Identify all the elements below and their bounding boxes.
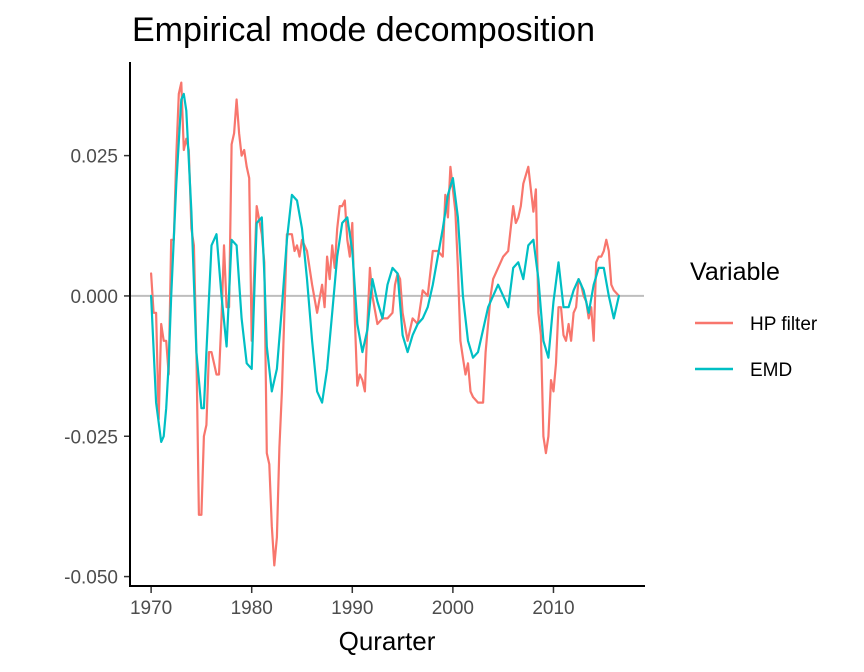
y-tick-label: 0.000 xyxy=(70,287,118,308)
series-line-hp-filter xyxy=(150,81,620,567)
y-tick-label: -0.025 xyxy=(64,427,118,448)
legend-title: Variable xyxy=(690,258,780,286)
legend-label-hp-filter: HP filter xyxy=(750,314,818,335)
x-tick-label: 1990 xyxy=(331,598,373,619)
x-axis-ticks: 1970 1980 1990 2000 2010 xyxy=(130,587,575,619)
legend: Variable HP filter EMD xyxy=(690,258,818,381)
chart-title: Empirical mode decomposition xyxy=(132,11,595,49)
y-tick-label: -0.050 xyxy=(64,568,118,589)
y-axis-ticks: -0.050 -0.025 0.000 0.025 xyxy=(64,147,130,589)
legend-label-emd: EMD xyxy=(750,360,792,381)
plot-lines xyxy=(150,81,620,567)
x-tick-label: 1980 xyxy=(231,598,273,619)
x-axis-title: Qurarter xyxy=(339,626,436,656)
y-tick-label: 0.025 xyxy=(70,147,118,168)
x-tick-label: 1970 xyxy=(130,598,172,619)
x-tick-label: 2010 xyxy=(532,598,574,619)
x-tick-label: 2000 xyxy=(432,598,474,619)
series-line-emd xyxy=(150,92,620,443)
